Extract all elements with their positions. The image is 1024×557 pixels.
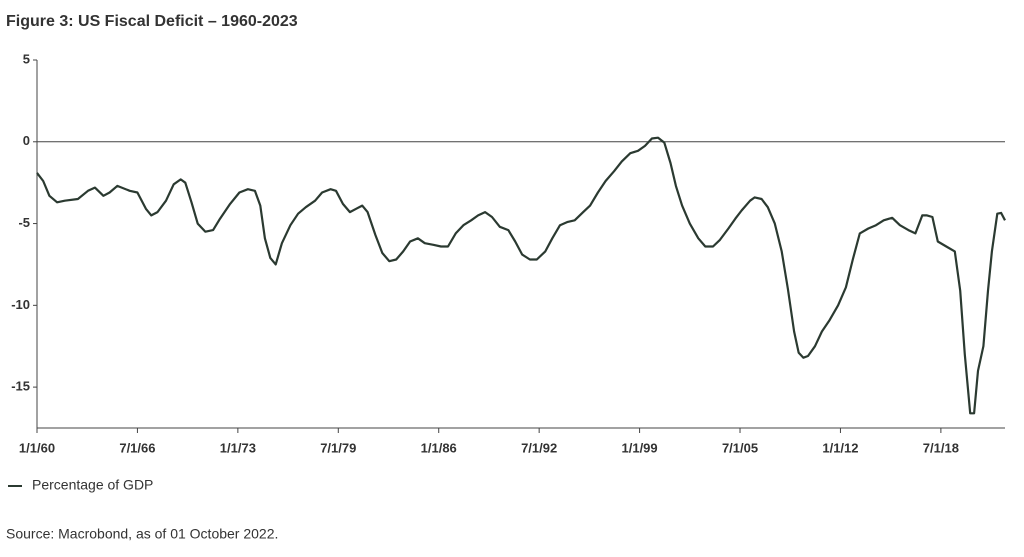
legend-label: Percentage of GDP xyxy=(32,477,153,493)
y-tick-label: -5 xyxy=(18,215,30,230)
source: Source: Macrobond, as of 01 October 2022… xyxy=(6,526,278,542)
y-tick-label: 5 xyxy=(23,51,30,66)
x-tick-label: 1/1/60 xyxy=(19,440,55,455)
x-tick-label: 1/1/73 xyxy=(220,440,256,455)
x-tick-label: 1/1/99 xyxy=(622,440,658,455)
x-tick-label: 7/1/05 xyxy=(722,440,758,455)
x-tick-label: 1/1/12 xyxy=(822,440,858,455)
x-tick-label: 7/1/18 xyxy=(923,440,959,455)
y-tick-label: -10 xyxy=(11,297,30,312)
x-tick-label: 7/1/79 xyxy=(320,440,356,455)
data-line xyxy=(36,136,1006,415)
x-tick-label: 7/1/92 xyxy=(521,440,557,455)
y-tick-label: -15 xyxy=(11,379,30,394)
chart-title: Figure 3: US Fiscal Deficit – 1960-2023 xyxy=(6,13,298,30)
x-tick-label: 7/1/66 xyxy=(119,440,155,455)
x-tick-label: 1/1/86 xyxy=(421,440,457,455)
y-tick-label: 0 xyxy=(23,133,30,148)
